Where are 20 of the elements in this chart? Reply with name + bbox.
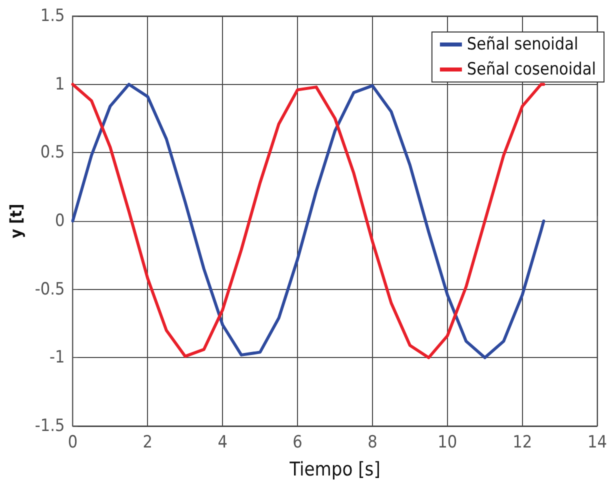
y-tick-label: -0.5 (34, 279, 65, 300)
x-tick-label: 14 (588, 432, 608, 452)
x-tick-label: 10 (438, 432, 458, 452)
legend-label: Señal cosenoidal (466, 60, 596, 80)
y-tick-label: -1 (49, 348, 65, 368)
x-tick-label: 2 (142, 432, 153, 452)
x-tick-label: 4 (218, 432, 228, 452)
x-tick-label: 8 (368, 432, 378, 452)
line-series (71, 82, 546, 360)
y-tick-label: -1.5 (34, 416, 65, 436)
x-axis-title: Tiempo [s] (288, 458, 380, 480)
y-tick-label: 1 (55, 74, 65, 94)
legend-label: Señal senoidal (466, 34, 578, 54)
y-tick-label: 0 (55, 211, 65, 231)
y-axis-title: y [t] (6, 204, 26, 238)
y-tick-label: 0.5 (40, 142, 65, 163)
x-tick-label: 6 (292, 432, 302, 452)
x-tick-label: 12 (512, 432, 532, 452)
x-tick-label: 0 (68, 432, 78, 452)
y-tick-label: 1.5 (40, 6, 65, 26)
